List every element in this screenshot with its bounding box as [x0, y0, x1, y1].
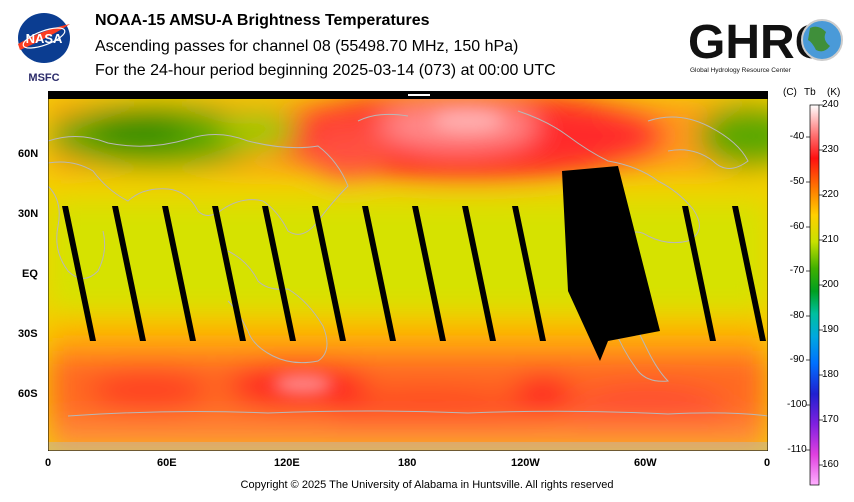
colorbar-kelvin-tick: 180: [822, 369, 839, 380]
colorbar-celsius-tick: -110: [787, 444, 807, 455]
svg-text:Global Hydrology Resource Cent: Global Hydrology Resource Center: [690, 67, 792, 74]
lat-label: EQ: [22, 268, 38, 280]
colorbar-celsius-tick: -100: [786, 399, 807, 410]
lon-label: 0: [764, 457, 771, 469]
colorbar-kelvin-tick: 160: [822, 459, 839, 470]
lon-label: 60W: [634, 457, 657, 469]
lat-label: 30S: [18, 328, 38, 340]
colorbar-header-k: (K): [827, 87, 841, 98]
colorbar-header-c: (C): [783, 87, 797, 98]
colorbar-kelvin-tick: 240: [822, 99, 839, 110]
lon-label: 120W: [511, 457, 540, 469]
colorbar-celsius-tick: -70: [789, 265, 805, 276]
colorbar-celsius-tick: -80: [789, 310, 805, 321]
colorbar-kelvin-tick: 230: [822, 144, 839, 155]
lon-label: 0: [45, 457, 52, 469]
colorbar-celsius-tick: -40: [789, 131, 805, 142]
colorbar-celsius-tick: -90: [789, 354, 805, 365]
coastline-overlay: [48, 110, 768, 417]
period-text: For the 24-hour period beginning 2025-03…: [95, 62, 556, 79]
lat-label: 60N: [18, 148, 39, 160]
nasa-meatball-icon: NASA: [18, 13, 70, 63]
colorbar-header-tb: Tb: [804, 87, 816, 98]
lon-label: 120E: [274, 457, 300, 469]
ghrc-logo: GHRC Global Hydrology Resource Center: [688, 10, 850, 76]
colorbar-kelvin-tick: 170: [822, 414, 839, 425]
msfc-label: MSFC: [28, 72, 60, 84]
colorbar-kelvin-tick: 200: [822, 279, 839, 290]
lat-label: 30N: [18, 208, 39, 220]
page-title: NOAA-15 AMSU-A Brightness Temperatures: [95, 12, 430, 29]
nasa-logo: NASA MSFC: [12, 10, 76, 84]
colorbar-kelvin-tick: 190: [822, 324, 839, 335]
colorbar-celsius-tick: -50: [789, 176, 805, 187]
colorbar-kelvin-tick: 220: [822, 189, 839, 200]
lat-label: 60S: [18, 388, 38, 400]
copyright-notice: Copyright © 2025 The University of Alaba…: [240, 479, 614, 491]
brightness-temperature-map: [48, 91, 768, 451]
colorbar-kelvin-tick: 210: [822, 234, 839, 245]
svg-text:NASA: NASA: [26, 31, 63, 46]
page-subtitle: Ascending passes for channel 08 (55498.7…: [95, 38, 519, 55]
swath-gaps: [62, 166, 766, 361]
lon-label: 60E: [157, 457, 177, 469]
lon-label: 180: [398, 457, 417, 469]
ghrc-globe-icon: GHRC Global Hydrology Resource Center: [688, 16, 843, 74]
colorbar: [806, 104, 823, 486]
colorbar-celsius-tick: -60: [789, 221, 805, 232]
